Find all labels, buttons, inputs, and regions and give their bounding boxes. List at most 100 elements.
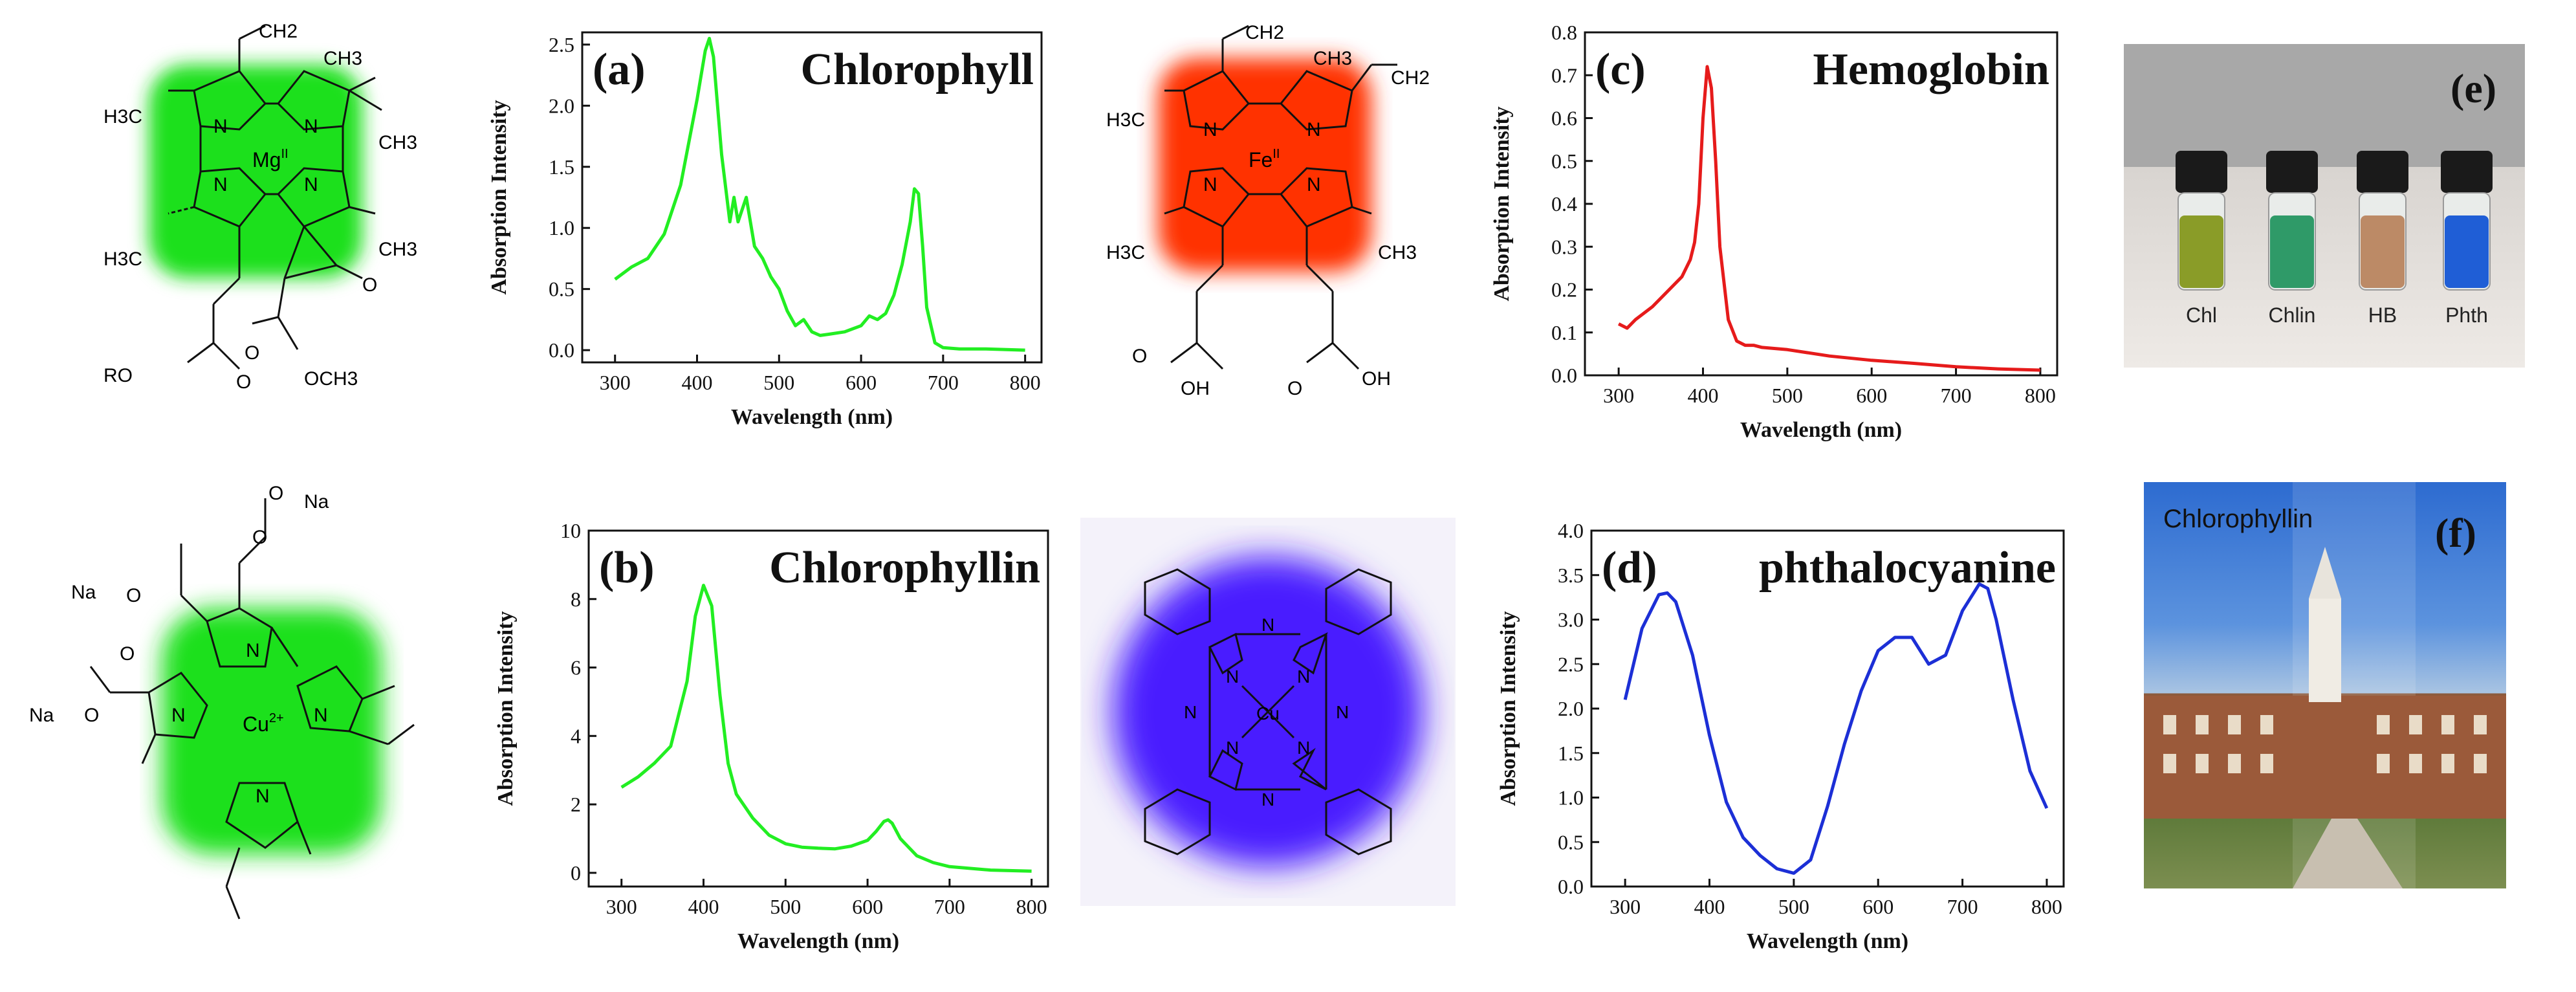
x-tick-label: 600 — [846, 371, 877, 394]
mol-label: OH — [1181, 378, 1210, 399]
vial: HB — [2357, 151, 2408, 327]
glow-green — [149, 65, 362, 278]
phthalocyanine-structure: N N N N N N N N Cu — [1080, 518, 1456, 906]
x-tick: 300 — [606, 879, 637, 918]
x-tick-label: 700 — [934, 895, 965, 918]
x-tick: 800 — [2031, 879, 2062, 918]
mol-label: N — [1297, 738, 1310, 758]
mol-label: N — [1336, 702, 1349, 722]
y-tick-label: 0.3 — [1551, 235, 1577, 258]
x-tick-label: 300 — [600, 371, 631, 394]
mol-label: CH2 — [1391, 67, 1430, 89]
chart-phthalocyanine: 300 400 500 600 700 800 0.0 0.5 1.0 1.5 2.0 2.5 3.0 3… — [1496, 519, 2065, 953]
x-tick-label: 600 — [1862, 895, 1894, 918]
vial-label: Chlin — [2269, 303, 2316, 327]
y-tick: 0.0 — [549, 338, 590, 362]
metal-ox: 2+ — [269, 711, 284, 725]
y-tick-label: 10 — [560, 519, 581, 542]
x-tick: 700 — [928, 355, 959, 394]
metal-label: Cu — [1256, 703, 1280, 723]
chart-title: Chlorophyllin — [769, 543, 1040, 593]
x-tick-label: 300 — [1610, 895, 1641, 918]
mol-label: H3C — [1106, 109, 1145, 131]
series-line — [614, 36, 1025, 352]
x-tick: 600 — [852, 879, 883, 918]
y-tick: 2.5 — [549, 33, 590, 56]
y-tick-label: 2.0 — [1558, 697, 1584, 720]
y-axis-label: Absorption Intensity — [494, 611, 518, 806]
chart-chlorophyllin: 300 400 500 600 700 800 0 2 4 6 8 10 Wavelength (nm)… — [494, 519, 1049, 953]
vial-cap — [2266, 151, 2318, 193]
panel-label: (d) — [1602, 543, 1657, 593]
glow-red — [1158, 58, 1371, 272]
mol-label: O — [236, 371, 251, 393]
chart-title: Hemoglobin — [1813, 45, 2049, 94]
mol-label: N — [1307, 119, 1321, 140]
panel-label: (f) — [2435, 510, 2476, 556]
y-tick: 0.6 — [1551, 107, 1593, 130]
x-tick: 400 — [682, 355, 713, 394]
mol-label: OCH3 — [304, 368, 358, 390]
x-tick-label: 300 — [1603, 384, 1634, 407]
vial-liquid — [2179, 215, 2223, 288]
x-tick-label: 800 — [2031, 895, 2062, 918]
mol-label: OH — [1362, 368, 1391, 390]
vial: Phth — [2441, 151, 2493, 327]
y-tick-label: 4.0 — [1558, 519, 1584, 542]
heme-structure: CH2 CH3 CH2 H3C N N N N H3C CH3 O OH O O… — [1106, 22, 1430, 399]
y-tick: 0.8 — [1551, 21, 1593, 44]
chlorophyllin-structure: O O Na Na O Na O O N N N N Cu2+ — [29, 483, 415, 920]
metal-label: Cu2+ — [243, 711, 284, 736]
mol-label: O — [245, 342, 259, 364]
y-tick: 3.0 — [1558, 608, 1599, 632]
y-tick-label: 0.1 — [1551, 321, 1577, 344]
y-tick: 0.3 — [1551, 235, 1593, 258]
y-tick-label: 1.0 — [549, 216, 574, 239]
mol-label: O — [1132, 346, 1147, 367]
vial-cap — [2441, 151, 2493, 193]
mol-label: N — [304, 174, 318, 195]
series-line — [1617, 65, 2040, 372]
vial-liquid — [2445, 215, 2489, 288]
mol-label: O — [252, 527, 267, 548]
y-tick: 8 — [571, 588, 596, 611]
y-tick: 0 — [571, 861, 596, 885]
x-axis-label: Wavelength (nm) — [1740, 418, 1902, 442]
y-tick: 0.1 — [1551, 321, 1593, 344]
y-axis-label: Absorption Intensity — [1490, 106, 1514, 301]
mol-label: O — [120, 643, 135, 665]
y-tick-label: 0.0 — [549, 338, 574, 362]
metal-ox: II — [281, 147, 288, 161]
mol-label: N — [1307, 174, 1321, 195]
plot-frame — [587, 529, 1049, 888]
y-tick-label: 0.5 — [1551, 149, 1577, 173]
mol-label: Na — [71, 582, 96, 603]
plot-frame — [581, 31, 1043, 364]
panel-label: (e) — [2450, 65, 2496, 111]
mol-label: N — [1203, 174, 1217, 195]
y-tick: 2.0 — [549, 94, 590, 117]
vial-liquid — [2361, 215, 2405, 288]
chlorophyll-structure: CH2 CH3 H3C CH3 N N N N H3C CH3 RO O O O… — [104, 21, 417, 393]
y-tick: 0.0 — [1558, 875, 1599, 898]
y-tick-label: 0.4 — [1551, 192, 1577, 215]
mol-label: N — [1261, 789, 1274, 810]
photo-vials: (e) Chl Chlin HB Phth — [2124, 44, 2525, 368]
y-tick-label: 0.0 — [1551, 364, 1577, 387]
x-tick-label: 800 — [2025, 384, 2056, 407]
x-tick: 800 — [1016, 879, 1047, 918]
x-tick-label: 700 — [1947, 895, 1978, 918]
x-tick: 500 — [763, 355, 794, 394]
y-axis-label: Absorption Intensity — [487, 100, 511, 294]
mol-label: N — [213, 174, 228, 195]
y-tick: 1.5 — [1558, 742, 1599, 765]
mol-label: CH3 — [378, 239, 417, 260]
x-tick: 500 — [1778, 879, 1809, 918]
panel-label: (a) — [593, 45, 646, 94]
y-tick-label: 1.5 — [1558, 742, 1584, 765]
mol-label: N — [171, 705, 186, 726]
metal-symbol: Cu — [243, 712, 269, 736]
mol-label: N — [1203, 119, 1217, 140]
vial-label: Chl — [2186, 303, 2217, 327]
y-tick: 0.7 — [1551, 63, 1593, 87]
